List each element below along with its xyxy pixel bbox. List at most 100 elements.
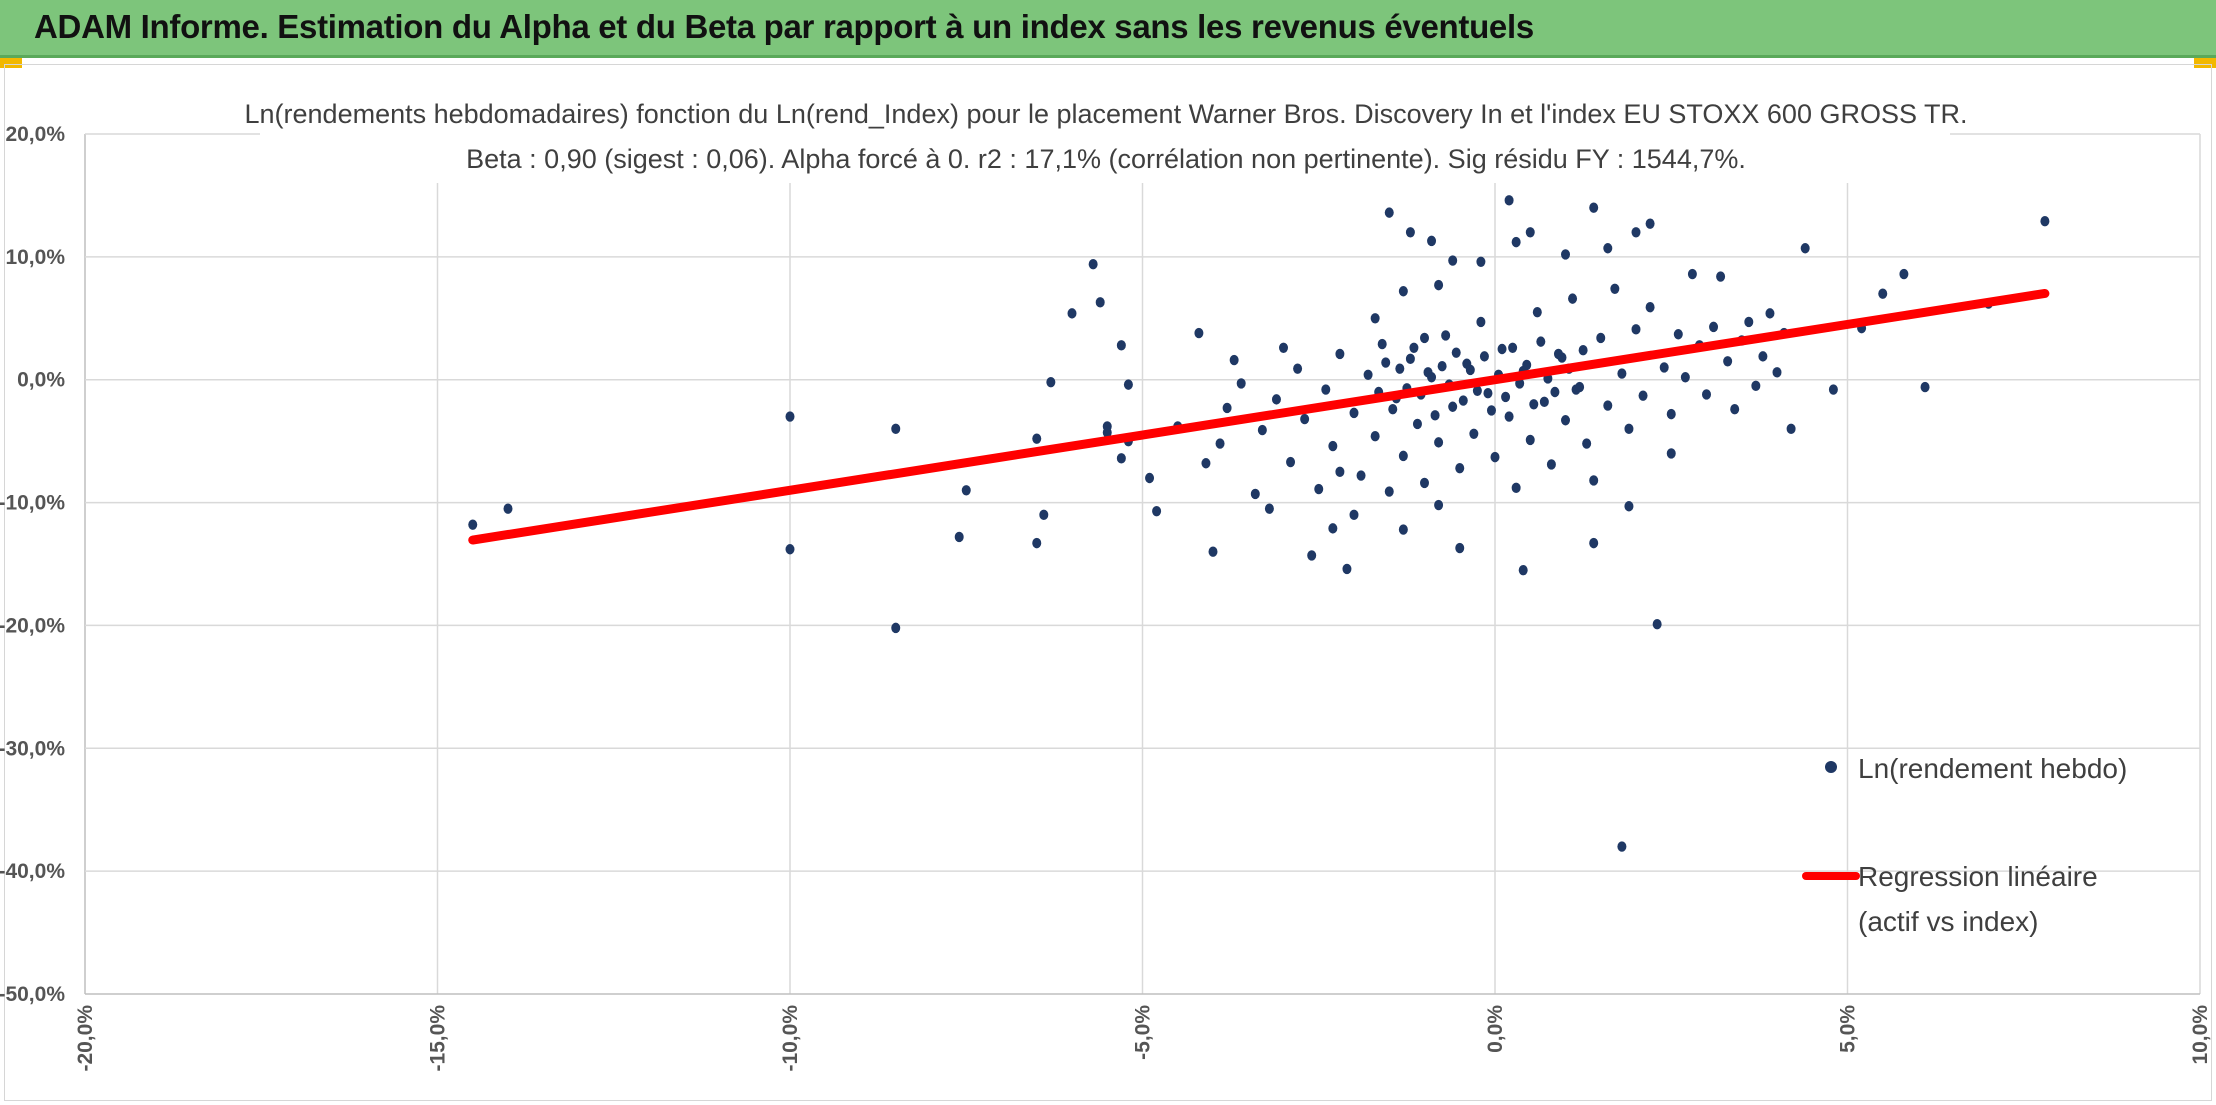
data-point: [1582, 438, 1592, 449]
data-point: [1652, 619, 1662, 630]
regression-line: [468, 288, 2050, 545]
data-point: [1405, 353, 1415, 365]
data-point: [1680, 372, 1690, 383]
data-point: [1772, 367, 1782, 378]
data-point: [1687, 268, 1697, 280]
data-point: [1596, 332, 1606, 344]
data-point: [1659, 362, 1669, 373]
data-point: [1716, 271, 1726, 282]
title-background: [260, 95, 1950, 183]
data-point: [1469, 428, 1479, 439]
y-tick-label: -30,0%: [0, 737, 65, 760]
data-point: [1561, 249, 1570, 260]
data-point: [1624, 423, 1634, 435]
data-point: [1032, 537, 1042, 549]
data-point: [1589, 202, 1599, 213]
data-point: [1039, 509, 1049, 521]
data-point: [1765, 308, 1775, 319]
x-tick-label: 0,0%: [1484, 1005, 1507, 1053]
data-point: [1465, 364, 1475, 376]
data-point: [1434, 279, 1444, 291]
data-point: [1497, 343, 1507, 355]
legend: Ln(rendement hebdo) Regression linéaire …: [1802, 753, 2127, 937]
data-point: [1286, 456, 1296, 468]
data-point: [468, 519, 478, 530]
x-axis-ticks: -20,0% -15,0% -10,0% -5,0% 0,0% 5,0% 10,0%: [74, 1005, 2212, 1072]
x-tick-label: -20,0%: [74, 1005, 97, 1072]
chart-title-line2: Beta : 0,90 (sigest : 0,06). Alpha forcé…: [466, 144, 1746, 174]
data-point: [785, 411, 795, 422]
data-point: [1398, 450, 1408, 462]
data-point: [1116, 453, 1126, 464]
data-point: [1448, 401, 1458, 412]
data-point: [1455, 462, 1465, 474]
y-tick-label: -10,0%: [0, 492, 65, 515]
data-point: [891, 423, 901, 435]
data-point: [1800, 243, 1810, 254]
data-point: [1624, 501, 1634, 512]
data-point: [1476, 316, 1486, 328]
data-point: [1448, 255, 1458, 266]
y-tick-label: 0,0%: [17, 369, 65, 392]
data-point: [1370, 313, 1380, 324]
data-point: [1271, 394, 1281, 405]
legend-dot-marker: [1825, 761, 1837, 773]
x-tick-label: 5,0%: [1837, 1005, 1860, 1053]
report-title: ADAM Informe. Estimation du Alpha et du …: [34, 8, 1534, 45]
data-point: [1307, 550, 1317, 561]
data-point: [1451, 347, 1461, 358]
x-tick-label: -5,0%: [1132, 1005, 1155, 1060]
data-point: [1384, 486, 1394, 497]
data-point: [1349, 407, 1359, 419]
data-point: [1617, 368, 1627, 379]
data-point: [1395, 363, 1405, 374]
data-point: [1420, 332, 1429, 344]
data-point: [954, 531, 964, 543]
data-point: [1522, 359, 1532, 371]
data-point: [1578, 345, 1588, 356]
data-point: [1264, 503, 1274, 514]
data-point: [1723, 356, 1733, 367]
data-point: [1557, 352, 1567, 363]
data-point: [1328, 440, 1338, 452]
data-point: [1532, 306, 1542, 318]
data-point: [1032, 433, 1042, 444]
data-point: [1504, 195, 1514, 206]
data-point: [1398, 524, 1408, 535]
data-point: [1300, 413, 1310, 425]
data-point: [1603, 400, 1613, 411]
data-point: [1501, 391, 1511, 403]
y-tick-label: -20,0%: [0, 614, 65, 637]
data-point: [1236, 378, 1246, 389]
y-axis-ticks: 20,0% 10,0% 0,0% -10,0% -20,0% -30,0% -40,0% -5…: [0, 123, 65, 1006]
data-point: [785, 544, 795, 555]
data-point: [1568, 293, 1578, 304]
data-point: [1229, 354, 1239, 366]
data-point: [1511, 482, 1521, 494]
data-point: [1123, 379, 1133, 390]
corner-marker-right: [2194, 58, 2216, 68]
data-point: [1328, 523, 1338, 534]
data-point: [1631, 324, 1641, 335]
data-point: [1384, 207, 1394, 218]
x-tick-label: -10,0%: [779, 1005, 802, 1072]
data-point: [1490, 451, 1500, 463]
data-point: [1430, 410, 1440, 421]
data-point: [1645, 302, 1655, 313]
data-point: [1437, 361, 1447, 372]
data-point: [1536, 336, 1546, 347]
data-point: [1088, 259, 1098, 270]
x-tick-label: -15,0%: [427, 1005, 450, 1072]
data-point: [1539, 396, 1549, 408]
data-point: [1546, 459, 1556, 470]
data-point: [1561, 415, 1570, 426]
data-point: [1666, 408, 1676, 420]
data-point: [1314, 483, 1324, 495]
data-point: [1420, 477, 1429, 489]
x-tick-label: 10,0%: [2189, 1005, 2212, 1065]
scatter-points: [468, 195, 2050, 852]
data-point: [1335, 466, 1345, 478]
data-point: [1293, 363, 1303, 374]
data-point: [1279, 342, 1288, 353]
data-point: [1405, 227, 1415, 238]
